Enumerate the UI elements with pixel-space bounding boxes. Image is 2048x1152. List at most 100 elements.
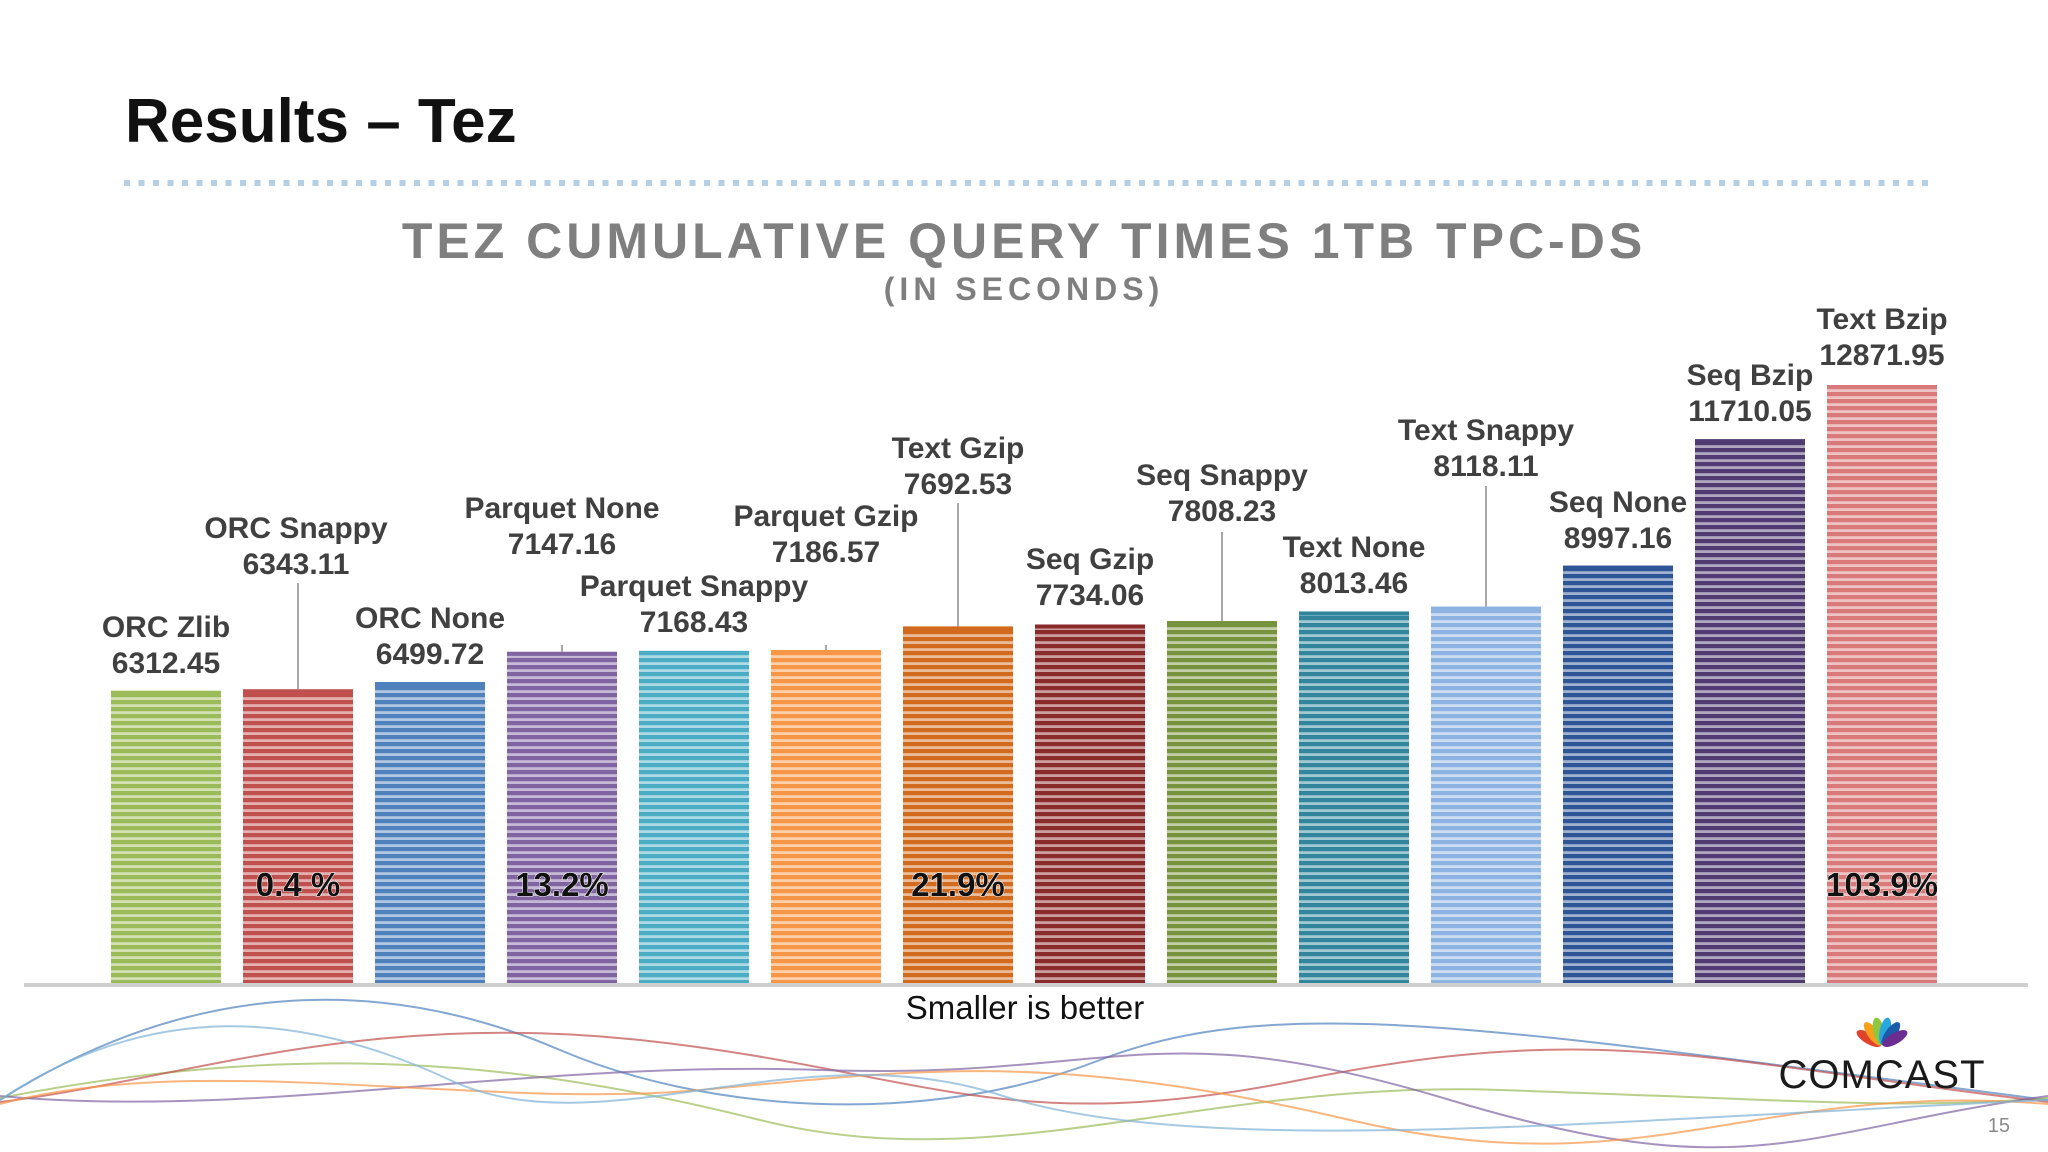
divider-dot bbox=[573, 180, 580, 186]
bar-cap bbox=[1035, 624, 1145, 629]
divider-dot bbox=[602, 180, 609, 186]
divider-dot bbox=[399, 180, 406, 186]
bar-cap bbox=[1299, 611, 1409, 616]
value-label: 8997.16 bbox=[1564, 522, 1672, 555]
divider-dot bbox=[1211, 180, 1218, 186]
category-label: Text None bbox=[1283, 531, 1426, 564]
divider-dot bbox=[834, 180, 841, 186]
comcast-logo: COMCAST bbox=[1779, 1017, 1985, 1097]
bar-cap bbox=[507, 651, 617, 656]
divider-dot bbox=[1617, 180, 1624, 186]
divider-dot bbox=[182, 180, 188, 186]
peacock-feather bbox=[1882, 1030, 1908, 1047]
divider-dot bbox=[1269, 180, 1276, 186]
divider-dot bbox=[892, 180, 899, 186]
divider-dot bbox=[196, 180, 203, 186]
wave-line bbox=[0, 1052, 2048, 1149]
divider-dot bbox=[1603, 180, 1609, 186]
divider-dot bbox=[791, 180, 797, 186]
divider-dot bbox=[921, 180, 928, 186]
value-label: 7808.23 bbox=[1168, 495, 1276, 528]
divider-dot bbox=[762, 180, 768, 186]
category-label: ORC None bbox=[355, 602, 505, 635]
divider-dot bbox=[240, 180, 246, 186]
divider-dot bbox=[370, 180, 377, 186]
divider-dot bbox=[1110, 180, 1116, 186]
divider-dot bbox=[733, 180, 739, 186]
bar-cap bbox=[375, 682, 485, 687]
divider-dot bbox=[472, 180, 478, 186]
divider-dot bbox=[428, 180, 435, 186]
divider-dot bbox=[907, 180, 913, 186]
divider-dot bbox=[1762, 180, 1769, 186]
bar-cap bbox=[1827, 385, 1937, 389]
category-label: ORC Snappy bbox=[204, 512, 388, 545]
page-number: 15 bbox=[1987, 1115, 2010, 1137]
divider-dot bbox=[1284, 180, 1290, 186]
chart-subtitle: (IN SECONDS) bbox=[884, 271, 1164, 307]
divider-dot bbox=[414, 180, 420, 186]
divider-dot bbox=[167, 180, 174, 186]
bar-series bbox=[111, 385, 1937, 985]
divider-dot bbox=[646, 180, 652, 186]
bar-seq-none bbox=[1563, 565, 1673, 985]
divider-dot bbox=[1516, 180, 1522, 186]
chart-title: TEZ CUMULATIVE QUERY TIMES 1TB TPC-DS bbox=[402, 213, 1646, 269]
category-label: Seq None bbox=[1549, 486, 1687, 519]
divider-dot bbox=[1487, 180, 1493, 186]
category-label: Seq Snappy bbox=[1136, 459, 1308, 492]
value-label: 7734.06 bbox=[1036, 579, 1144, 612]
divider-dot bbox=[1443, 180, 1450, 186]
divider-dot bbox=[312, 180, 319, 186]
slide-title: Results – Tez bbox=[125, 87, 517, 156]
divider-dot bbox=[1632, 180, 1638, 186]
divider-dot bbox=[1313, 180, 1319, 186]
divider-dot bbox=[1719, 180, 1725, 186]
divider-dot bbox=[849, 180, 855, 186]
annotations: 0.4 % 13.2% 21.9% 103.9% bbox=[255, 866, 1938, 904]
decorative-waves bbox=[0, 998, 2048, 1149]
divider-dot bbox=[1052, 180, 1058, 186]
bar-cap bbox=[1695, 439, 1805, 444]
bar-parquet-gzip bbox=[771, 650, 881, 985]
divider-dot bbox=[1878, 180, 1885, 186]
value-label: 7168.43 bbox=[640, 606, 748, 639]
divider-dot bbox=[936, 180, 942, 186]
divider-dot bbox=[950, 180, 957, 186]
percent-annotation: 13.2% bbox=[515, 866, 609, 903]
divider-dot bbox=[1356, 180, 1363, 186]
divider-dot bbox=[1414, 180, 1421, 186]
divider-dot bbox=[1400, 180, 1406, 186]
divider-dot bbox=[457, 180, 464, 186]
divider-dot bbox=[631, 180, 638, 186]
category-label: Parquet None bbox=[464, 492, 659, 525]
divider-dot bbox=[1095, 180, 1102, 186]
wave-line bbox=[0, 1070, 2048, 1145]
divider-dot bbox=[211, 180, 217, 186]
divider-dot bbox=[298, 180, 304, 186]
bar-seq-gzip bbox=[1035, 624, 1145, 985]
divider-dot bbox=[660, 180, 667, 186]
leader-lines bbox=[297, 486, 1487, 690]
bar-cap bbox=[111, 690, 221, 695]
bar-orc-zlib bbox=[111, 690, 221, 985]
divider-dot bbox=[1849, 180, 1856, 186]
value-label: 12871.95 bbox=[1819, 339, 1944, 372]
divider-dot bbox=[385, 180, 391, 186]
bar-text-none bbox=[1299, 611, 1409, 985]
divider-dot bbox=[689, 180, 696, 186]
divider-dot bbox=[1501, 180, 1508, 186]
bar-parquet-none bbox=[507, 651, 617, 985]
bar-cap bbox=[771, 650, 881, 655]
percent-annotation: 0.4 % bbox=[256, 866, 340, 903]
divider-dot bbox=[820, 180, 826, 186]
divider-dot bbox=[1661, 180, 1667, 186]
divider-dot bbox=[1820, 180, 1827, 186]
bar-text-gzip bbox=[903, 626, 1013, 985]
divider-dot bbox=[515, 180, 522, 186]
divider-dot bbox=[863, 180, 870, 186]
value-label: 8118.11 bbox=[1433, 450, 1538, 483]
divider-dot bbox=[486, 180, 493, 186]
value-label: 11710.05 bbox=[1688, 395, 1811, 428]
